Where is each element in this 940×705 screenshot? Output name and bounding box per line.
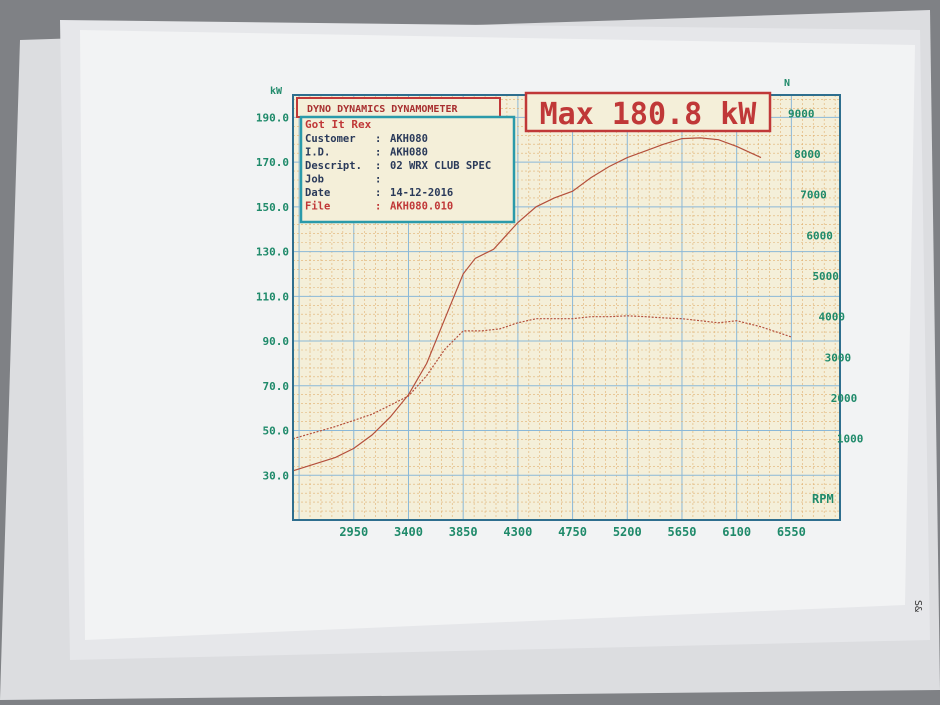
info-label: Job	[305, 174, 324, 186]
right-tick-label: 1000	[837, 433, 864, 446]
curves	[292, 137, 792, 472]
chart-title: DYNO DYNAMICS DYNAMOMETER	[307, 104, 458, 115]
right-tick-label: 2000	[831, 392, 858, 405]
x-tick-label: 2950	[339, 525, 368, 539]
info-separator: :	[375, 147, 381, 159]
max-power-box	[524, 91, 772, 133]
info-label: I.D.	[305, 147, 330, 159]
left-tick-label: 110.0	[256, 290, 289, 303]
x-tick-label: 4300	[503, 525, 532, 539]
x-tick-label: 6100	[722, 525, 751, 539]
info-separator: :	[375, 174, 381, 186]
info-value: 02 WRX CLUB SPEC	[390, 160, 491, 172]
edge-text: S&	[912, 600, 923, 612]
info-value: AKH080	[390, 133, 428, 145]
info-value: AKH080.010	[390, 201, 453, 213]
left-tick-label: 190.0	[256, 111, 289, 124]
right-tick-label: 9000	[788, 107, 815, 120]
info-label: File	[305, 201, 330, 213]
info-label: Date	[305, 187, 330, 199]
info-value: AKH080	[390, 147, 428, 159]
info-separator: :	[375, 133, 381, 145]
right-tick-label: 6000	[806, 229, 833, 242]
right-tick-label: 4000	[819, 311, 846, 324]
x-tick-label: 6550	[777, 525, 806, 539]
info-separator: :	[375, 187, 381, 199]
power-curve	[292, 137, 762, 472]
left-tick-label: 170.0	[256, 156, 289, 169]
x-tick-label: 5650	[668, 525, 697, 539]
ticks: 2950 3400 3850 4300 4750 5200 5650 6100 6550 30.0…	[256, 107, 863, 539]
grid	[293, 95, 840, 521]
x-tick-label: 3850	[449, 525, 478, 539]
right-tick-label: 3000	[825, 351, 852, 364]
x-tick-label: 4750	[558, 525, 587, 539]
right-axis-unit: N	[784, 78, 790, 89]
info-separator: :	[375, 160, 381, 172]
left-tick-label: 50.0	[263, 425, 290, 438]
right-tick-label: 5000	[812, 270, 839, 283]
left-tick-label: 30.0	[263, 469, 290, 482]
left-tick-label: 150.0	[256, 201, 289, 214]
left-axis-unit: kW	[270, 86, 283, 97]
max-power-label: Max 180.8 kW	[540, 97, 758, 132]
info-heading: Got It Rex	[305, 118, 372, 131]
left-tick-label: 70.0	[263, 380, 290, 393]
x-axis-unit: RPM	[812, 492, 834, 506]
info-label: Customer	[305, 133, 356, 145]
info-value: 14-12-2016	[390, 187, 453, 199]
info-separator: :	[375, 201, 381, 213]
info-label: Descript.	[305, 160, 362, 172]
x-tick-label: 3400	[394, 525, 423, 539]
right-tick-label: 7000	[800, 189, 827, 202]
x-tick-label: 5200	[613, 525, 642, 539]
right-tick-label: 8000	[794, 148, 821, 161]
info-box	[299, 115, 516, 224]
left-tick-label: 130.0	[256, 246, 289, 259]
left-tick-label: 90.0	[263, 335, 290, 348]
